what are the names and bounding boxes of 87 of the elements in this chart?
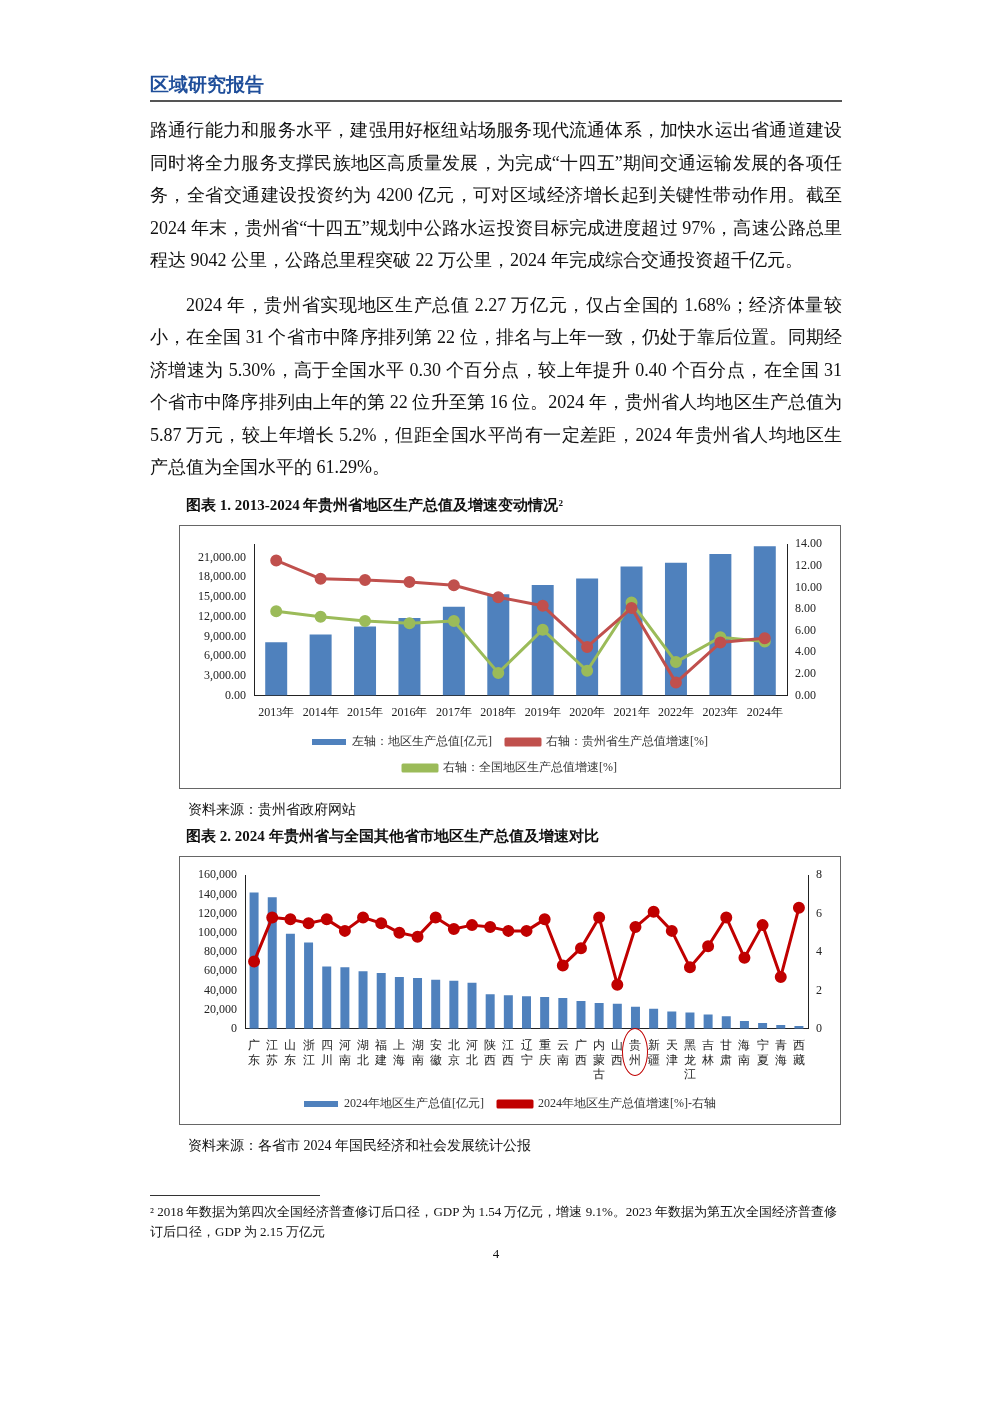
text: 资料来源：贵州省政府网站 bbox=[188, 800, 357, 819]
y-tick-label: 9,000.00 bbox=[204, 628, 246, 643]
chart-title: 图表 2. 2024 年贵州省与全国其他省市地区生产总值及增速对比 bbox=[186, 826, 600, 846]
y-tick-label: 12,000.00 bbox=[198, 608, 246, 623]
x-tick-label: 宁夏 bbox=[756, 1037, 769, 1067]
x-tick-label: 2024年 bbox=[746, 704, 783, 719]
legend-label: 左轴：地区生产总值[亿元] bbox=[352, 733, 493, 748]
text: 2024 年，贵州省实现地区生产总值 2.27 万亿元，仅占全国的 1.68%；经济体量较小，在全国 31 个省市中降序排列第 22 位，排名与上年一致，仍处于靠后位置。同期经济增速为 5.30%，高于全国水平 0.30 个百分点，较上年提升 0.40 个百分点，在全国 31 个省市中降序排列由上年的第 22 位升至第 16 位。2024 年，贵州省人均地区生产总值为 5.87 万元，较上年增长 5.2%，但距全国水平尚有一定差距，2024 年贵州省人均地区生产总值为全国水平的 61.29%。 bbox=[150, 293, 842, 479]
y-tick-label: 100,000 bbox=[198, 924, 237, 939]
y2-tick-label: 6 bbox=[816, 905, 822, 920]
x-tick-label: 河南 bbox=[338, 1037, 351, 1067]
x-tick-label: 江西 bbox=[502, 1037, 515, 1067]
x-tick-label: 甘肃 bbox=[720, 1037, 733, 1067]
x-tick-label: 浙江 bbox=[302, 1037, 315, 1067]
x-tick-label: 福建 bbox=[374, 1037, 388, 1067]
x-tick-label: 贵州 bbox=[629, 1037, 642, 1067]
y-tick-label: 60,000 bbox=[204, 962, 237, 977]
x-tick-label: 广西 bbox=[574, 1037, 587, 1067]
x-tick-label: 四川 bbox=[320, 1037, 333, 1067]
x-tick-label: 陕西 bbox=[484, 1037, 497, 1067]
y2-tick-label: 4.00 bbox=[795, 644, 816, 658]
x-tick-label: 河北 bbox=[466, 1037, 479, 1067]
y-tick-label: 0 bbox=[231, 1020, 237, 1035]
x-tick-label: 天津 bbox=[665, 1037, 678, 1067]
legend-label: 右轴：贵州省生产总值增速[%] bbox=[546, 733, 708, 748]
x-tick-label: 江苏 bbox=[266, 1037, 279, 1067]
text: 路通行能力和服务水平，建强用好枢纽站场服务现代流通体系，加快水运出省通道建设同时将全力服务支撑民族地区高质量发展，为完成“十四五”期间交通运输发展的各项任务，全省交通建设投资约为 4200 亿元，可对区域经济增长起到关键性带动作用。截至 2024 年末，贵州省“十四五”规划中公路水运投资目标完成进度超过 97%，高速公路总里程达 9042 公里，公路总里程突破 22 万公里，2024 年完成综合交通投资超千亿元。 bbox=[150, 119, 842, 272]
y2-tick-label: 8.00 bbox=[795, 600, 816, 615]
y-tick-label: 160,000 bbox=[198, 866, 237, 881]
legend-label: 2024年地区生产总值[亿元] bbox=[344, 1095, 485, 1110]
x-tick-label: 新疆 bbox=[647, 1037, 660, 1067]
y2-tick-label: 12.00 bbox=[795, 557, 822, 572]
x-tick-label: 北京 bbox=[447, 1037, 460, 1067]
x-tick-label: 2016年 bbox=[391, 704, 428, 719]
x-tick-label: 2015年 bbox=[347, 704, 384, 719]
x-tick-label: 重庆 bbox=[538, 1037, 551, 1067]
x-tick-label: 西藏 bbox=[792, 1037, 805, 1067]
y2-tick-label: 4 bbox=[816, 943, 822, 958]
x-tick-label: 青海 bbox=[774, 1037, 787, 1067]
x-tick-label: 湖南 bbox=[411, 1037, 424, 1067]
x-tick-label: 山西 bbox=[611, 1037, 624, 1067]
y-tick-label: 0.00 bbox=[225, 687, 246, 702]
legend-label: 右轴：全国地区生产总值增速[%] bbox=[443, 759, 618, 774]
x-tick-label: 2020年 bbox=[569, 704, 606, 719]
legend-label: 2024年地区生产总值增速[%]-右轴 bbox=[538, 1095, 716, 1110]
x-tick-label: 2013年 bbox=[258, 704, 295, 719]
x-tick-label: 海南 bbox=[738, 1037, 751, 1067]
y2-tick-label: 6.00 bbox=[795, 622, 816, 637]
x-tick-label: 吉林 bbox=[701, 1037, 715, 1067]
text: 资料来源：各省市 2024 年国民经济和社会发展统计公报 bbox=[188, 1136, 532, 1155]
x-tick-label: 2023年 bbox=[702, 704, 739, 719]
y-tick-label: 20,000 bbox=[204, 1001, 237, 1016]
x-tick-label: 山东 bbox=[284, 1037, 297, 1067]
y-tick-label: 80,000 bbox=[204, 943, 237, 958]
y-tick-label: 15,000.00 bbox=[198, 588, 246, 603]
x-tick-label: 上海 bbox=[393, 1037, 406, 1067]
y-tick-label: 120,000 bbox=[198, 905, 237, 920]
y-tick-label: 18,000.00 bbox=[198, 568, 246, 583]
x-tick-label: 2017年 bbox=[435, 704, 472, 719]
y2-tick-label: 2.00 bbox=[795, 665, 816, 680]
y2-tick-label: 8 bbox=[816, 866, 822, 881]
x-tick-label: 黑龙江 bbox=[683, 1037, 696, 1081]
x-tick-label: 辽宁 bbox=[520, 1037, 533, 1067]
x-tick-label: 2018年 bbox=[480, 704, 517, 719]
y2-tick-label: 2 bbox=[816, 982, 822, 997]
x-tick-label: 2014年 bbox=[302, 704, 339, 719]
y-tick-label: 21,000.00 bbox=[198, 549, 246, 564]
x-tick-label: 广东 bbox=[248, 1037, 261, 1067]
y2-tick-label: 0.00 bbox=[795, 687, 816, 702]
y-tick-label: 140,000 bbox=[198, 886, 237, 901]
y-tick-label: 3,000.00 bbox=[204, 667, 246, 682]
y2-tick-label: 0 bbox=[816, 1020, 822, 1035]
y-tick-label: 40,000 bbox=[204, 982, 237, 997]
text: 4 bbox=[491, 1245, 501, 1262]
x-tick-label: 湖北 bbox=[357, 1037, 370, 1067]
x-tick-label: 2019年 bbox=[524, 704, 561, 719]
y-tick-label: 6,000.00 bbox=[204, 647, 246, 662]
x-tick-label: 2022年 bbox=[657, 704, 694, 719]
chart-title: 图表 1. 2013-2024 年贵州省地区生产总值及增速变动情况² bbox=[186, 495, 564, 515]
x-tick-label: 安徽 bbox=[429, 1037, 442, 1067]
x-tick-label: 云南 bbox=[556, 1037, 569, 1067]
text: 区域研究报告 bbox=[150, 40, 842, 102]
text: ² 2018 年数据为第四次全国经济普查修订后口径，GDP 为 1.54 万亿元，增速 9.1%。2023 年数据为第五次全国经济普查修订后口径，GDP 为 2.15 万亿元 bbox=[150, 1202, 838, 1241]
y2-tick-label: 10.00 bbox=[795, 579, 822, 594]
x-tick-label: 2021年 bbox=[613, 704, 650, 719]
x-tick-label: 内蒙古 bbox=[593, 1037, 606, 1081]
y2-tick-label: 14.00 bbox=[795, 535, 822, 550]
